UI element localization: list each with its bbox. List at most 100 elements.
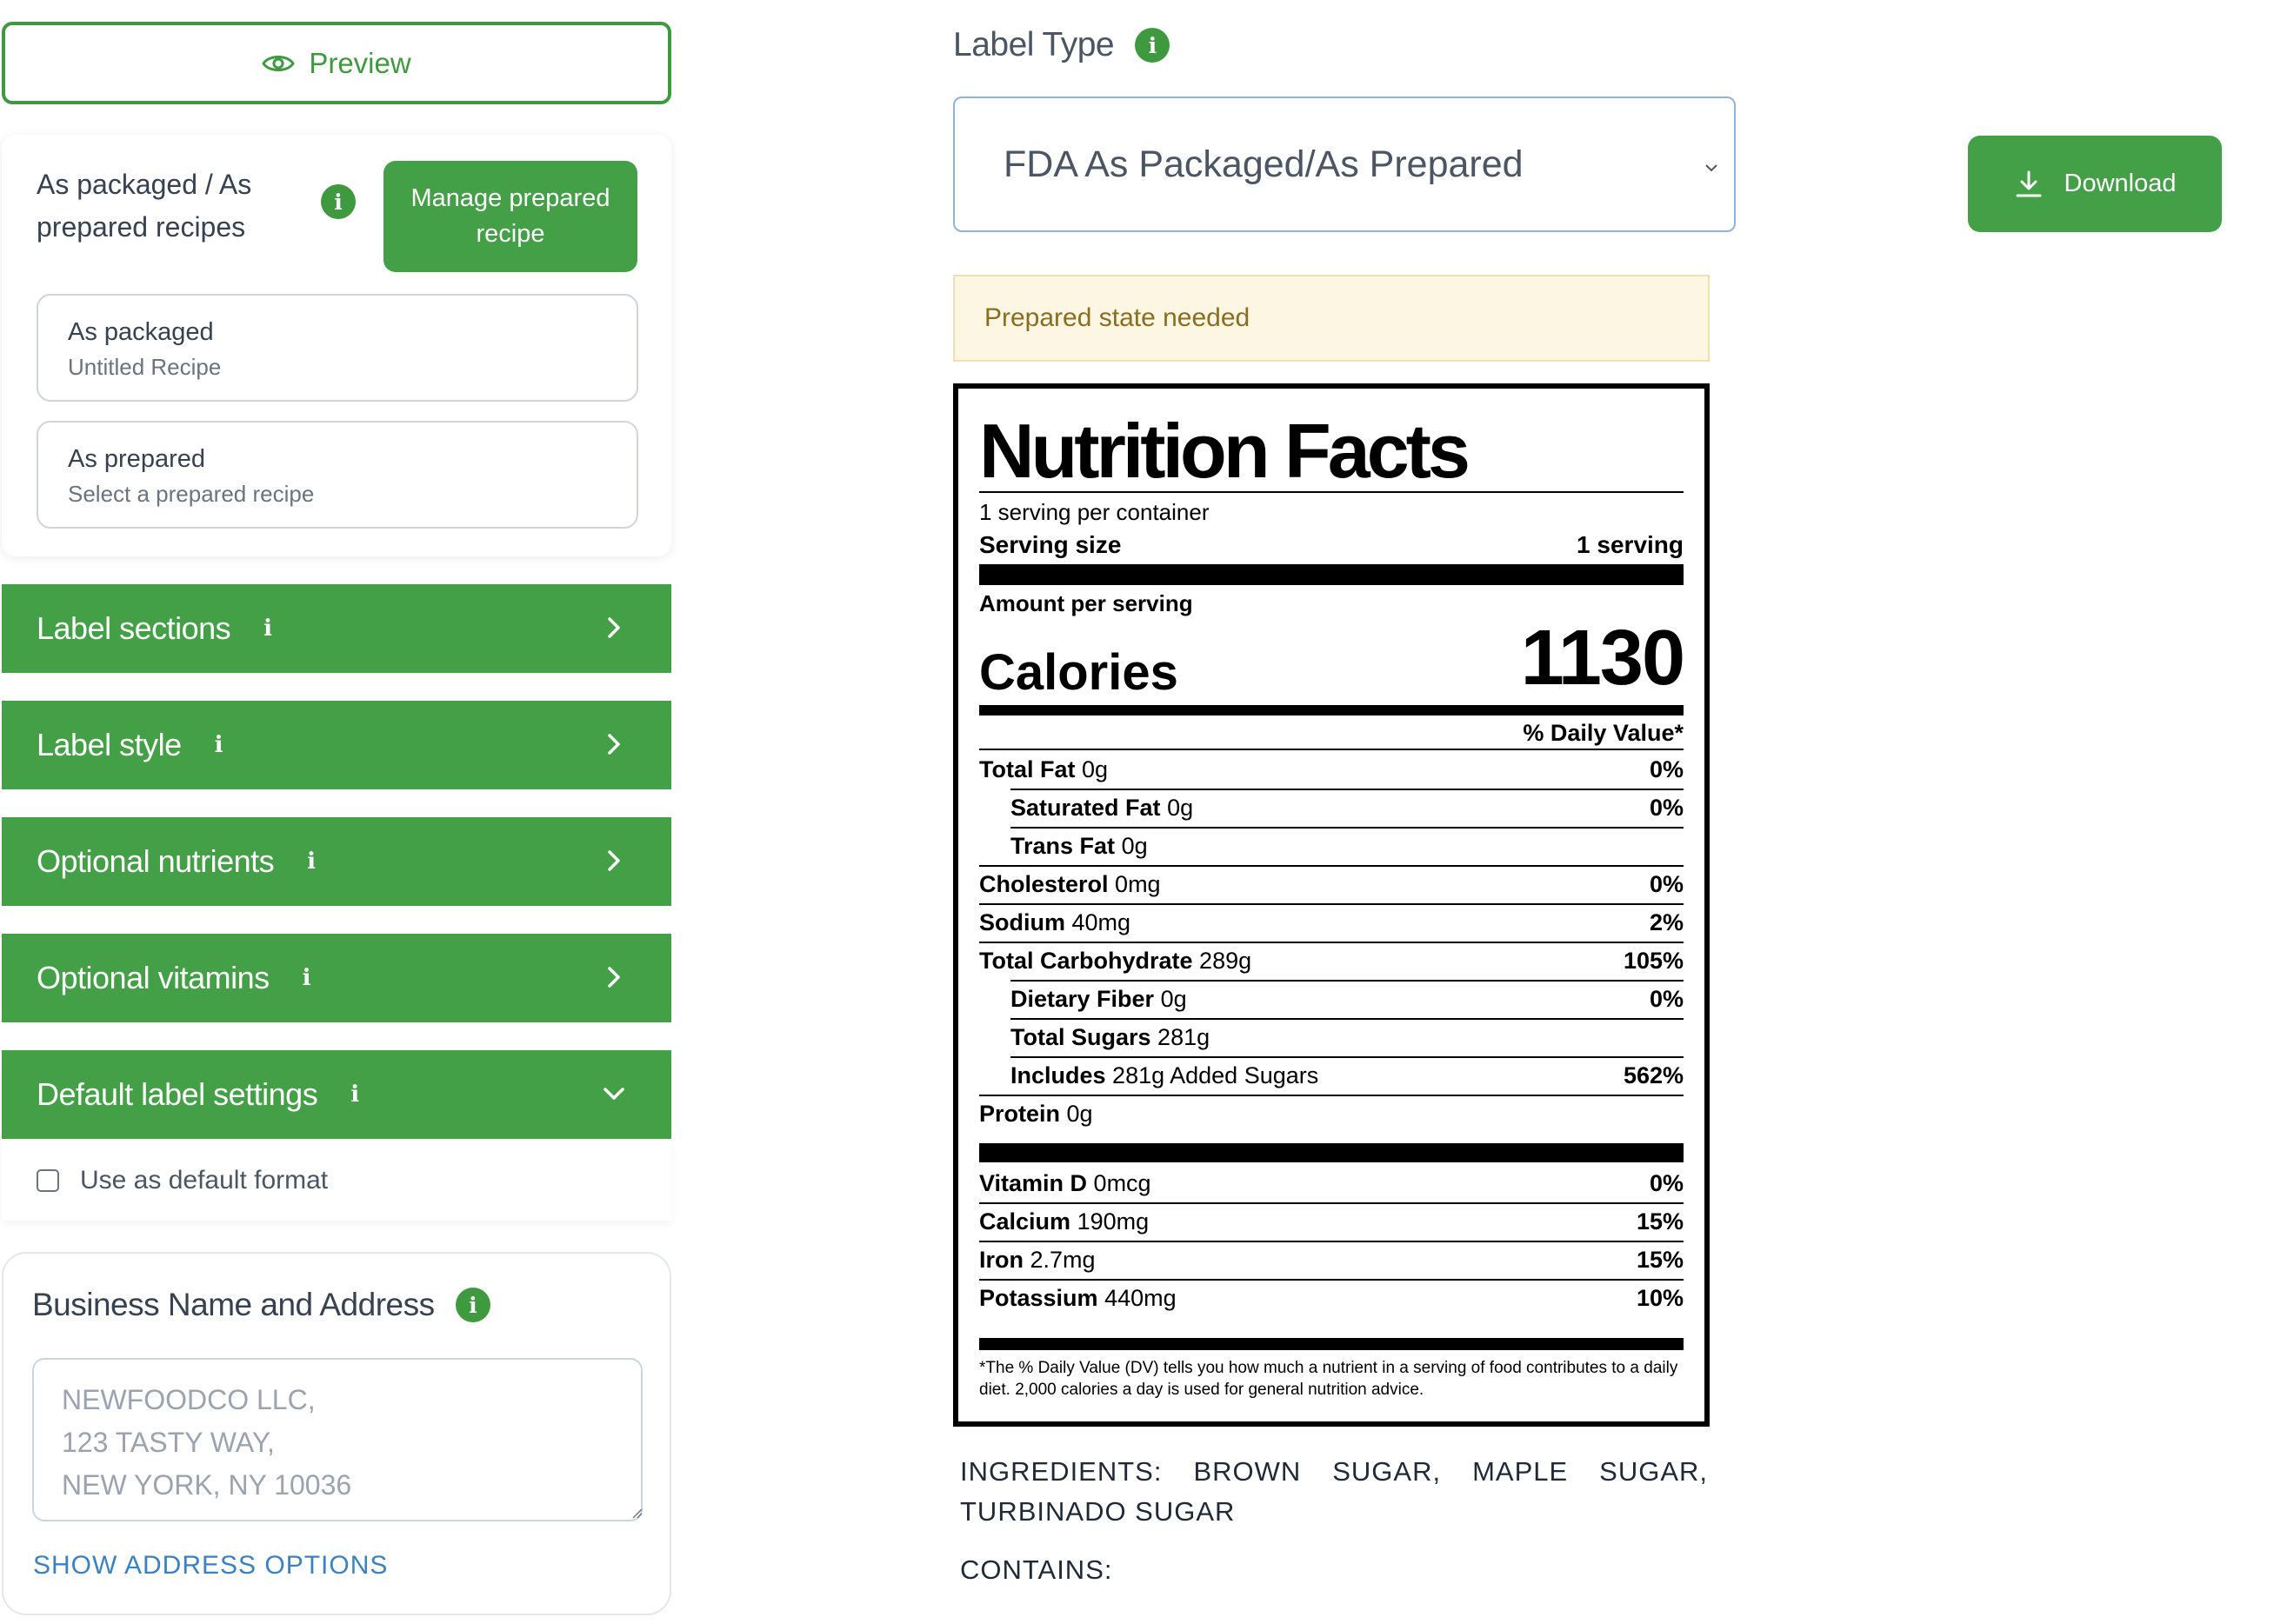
info-icon[interactable]: i: [1135, 28, 1170, 63]
chevron-right-icon: [608, 850, 620, 871]
nutrient-dv: 0%: [1649, 794, 1684, 821]
vitamin-dv: 15%: [1636, 1208, 1684, 1235]
row-divider: [979, 942, 1684, 943]
accordion-optional-nutrients[interactable]: Optional nutrients i: [2, 817, 671, 906]
recipes-title: As packaged / As prepared recipes: [37, 169, 252, 243]
as-prepared-title: As prepared: [68, 445, 205, 473]
nutrient-row-saturated-fat: Saturated Fat 0g 0%: [1010, 789, 1684, 827]
chevron-down-icon: [1705, 164, 1717, 172]
thick-divider: [979, 564, 1684, 585]
nutrient-name: Protein: [979, 1100, 1061, 1127]
nutrient-name: Total Sugars: [1010, 1023, 1151, 1050]
accordion-default-label-settings[interactable]: Default label settings i: [2, 1050, 671, 1139]
business-title: Business Name and Address i: [32, 1287, 490, 1323]
vitamin-amount: 2.7mg: [1030, 1246, 1096, 1273]
nutrient-name: Sodium: [979, 909, 1065, 935]
thick-divider: [979, 705, 1684, 715]
accordion-label-style[interactable]: Label style i: [2, 701, 671, 789]
row-divider: [1010, 1056, 1684, 1058]
nutrient-dv: 0%: [1649, 870, 1684, 897]
show-address-options-link[interactable]: SHOW ADDRESS OPTIONS: [33, 1551, 389, 1580]
recipes-card: As packaged / As prepared recipes i Mana…: [2, 135, 671, 556]
info-icon[interactable]: i: [214, 732, 223, 758]
nutrient-row-added-sugars: Includes 281g Added Sugars 562%: [1010, 1056, 1684, 1095]
calories-label: Calories: [979, 644, 1178, 701]
chevron-right-icon: [608, 734, 620, 755]
as-packaged-selector[interactable]: As packaged Untitled Recipe: [37, 294, 638, 402]
row-divider: [1010, 1018, 1684, 1020]
row-divider: [1010, 789, 1684, 790]
row-divider: [1010, 980, 1684, 982]
nutrient-row-cholesterol: Cholesterol 0mg 0%: [979, 865, 1684, 903]
chevron-right-icon: [608, 967, 620, 988]
download-button[interactable]: Download: [1968, 136, 2222, 232]
nutrient-amount: 281g Added Sugars: [1112, 1062, 1319, 1088]
nutrient-row-protein: Protein 0g: [979, 1095, 1684, 1133]
row-divider: [979, 903, 1684, 905]
accordion-label: Label sections: [37, 610, 231, 646]
info-icon[interactable]: i: [302, 965, 311, 991]
nutrient-amount: 0mg: [1115, 870, 1161, 897]
daily-value-footnote: *The % Daily Value (DV) tells you how mu…: [979, 1359, 1678, 1399]
servings-per-container: 1 serving per container: [979, 499, 1210, 525]
info-icon[interactable]: i: [350, 1082, 360, 1108]
prepared-state-warning: Prepared state needed: [953, 275, 1710, 362]
default-format-label[interactable]: Use as default format: [80, 1166, 329, 1195]
row-divider: [979, 1202, 1684, 1204]
daily-value-header: % Daily Value*: [1523, 720, 1684, 746]
ingredients-statement: INGREDIENTS: BROWN SUGAR, MAPLE SUGAR, T…: [960, 1456, 1708, 1527]
accordion-label: Default label settings: [37, 1076, 318, 1112]
serving-size-label: Serving size: [979, 531, 1122, 558]
nutrition-facts-label: Nutrition Facts 1 serving per container …: [953, 383, 1710, 1427]
accordion-label-sections[interactable]: Label sections i: [2, 584, 671, 673]
vitamin-name: Potassium: [979, 1284, 1098, 1311]
nutrient-dv: 0%: [1649, 755, 1684, 782]
nutrient-name: Includes: [1010, 1062, 1106, 1088]
nutrient-dv: 105%: [1623, 947, 1684, 974]
divider: [979, 491, 1684, 493]
row-divider: [1010, 827, 1684, 829]
as-packaged-title: As packaged: [68, 318, 214, 346]
default-format-checkbox[interactable]: [37, 1169, 59, 1192]
as-prepared-selector[interactable]: As prepared Select a prepared recipe: [37, 421, 638, 529]
amount-per-serving: Amount per serving: [979, 590, 1193, 616]
manage-prepared-recipe-button[interactable]: Manage prepared recipe: [383, 161, 637, 272]
vitamin-name: Vitamin D: [979, 1169, 1088, 1196]
as-prepared-recipe: Select a prepared recipe: [68, 481, 315, 507]
nutrient-row-total-carbohydrate: Total Carbohydrate 289g 105%: [979, 942, 1684, 980]
vitamin-row-calcium: Calcium 190mg 15%: [979, 1202, 1684, 1241]
vitamin-row-potassium: Potassium 440mg 10%: [979, 1279, 1684, 1317]
vitamin-row-vitamin-d: Vitamin D 0mcg 0%: [979, 1164, 1684, 1202]
as-packaged-recipe: Untitled Recipe: [68, 354, 222, 380]
vitamin-amount: 0mcg: [1093, 1169, 1151, 1196]
label-type-title: Label Type i: [953, 26, 1170, 64]
thick-divider: [979, 1338, 1684, 1350]
info-icon[interactable]: i: [321, 184, 356, 219]
eye-icon: [262, 55, 296, 71]
preview-label: Preview: [309, 46, 411, 79]
nutrient-amount: 0g: [1082, 755, 1109, 782]
preview-button[interactable]: Preview: [2, 22, 671, 104]
vitamin-dv: 15%: [1636, 1246, 1684, 1273]
business-title-text: Business Name and Address: [32, 1287, 435, 1322]
info-icon[interactable]: i: [307, 849, 317, 875]
info-icon[interactable]: i: [263, 616, 273, 642]
label-type-value: FDA As Packaged/As Prepared: [1004, 143, 1524, 185]
nutrient-row-sodium: Sodium 40mg 2%: [979, 903, 1684, 942]
row-divider: [979, 1241, 1684, 1242]
business-address-input[interactable]: NEWFOODCO LLC, 123 TASTY WAY, NEW YORK, …: [32, 1358, 643, 1521]
nutrient-dv: 2%: [1649, 909, 1684, 935]
nutrient-amount: 0g: [1121, 832, 1148, 859]
download-label: Download: [2064, 170, 2177, 197]
nutrient-row-trans-fat: Trans Fat 0g: [1010, 827, 1684, 865]
nutrient-amount: 0g: [1160, 985, 1187, 1012]
row-divider: [979, 865, 1684, 867]
divider: [979, 749, 1684, 750]
nutrient-amount: 289g: [1199, 947, 1252, 974]
info-icon[interactable]: i: [455, 1288, 490, 1322]
label-type-select[interactable]: FDA As Packaged/As Prepared: [953, 97, 1736, 232]
vitamin-row-iron: Iron 2.7mg 15%: [979, 1241, 1684, 1279]
resize-handle-icon[interactable]: [630, 1506, 644, 1520]
accordion-optional-vitamins[interactable]: Optional vitamins i: [2, 934, 671, 1022]
accordion-label: Optional vitamins: [37, 960, 270, 995]
